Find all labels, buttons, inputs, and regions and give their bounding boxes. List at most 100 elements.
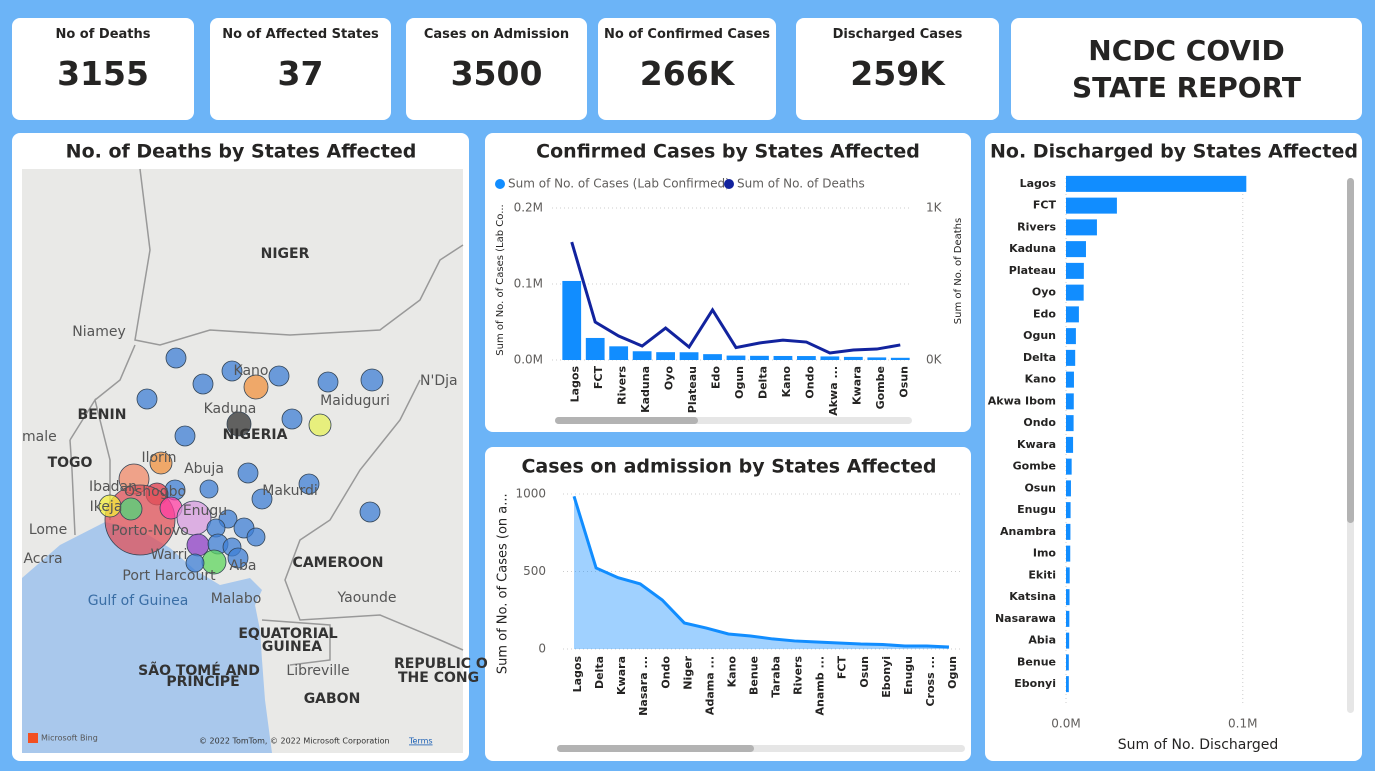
map-label: Accra	[23, 551, 62, 567]
x-tick-label: FCT	[836, 656, 849, 680]
bar	[632, 351, 652, 360]
x-tick-label: Kaduna	[639, 366, 652, 413]
scrollbar-thumb[interactable]	[1347, 178, 1354, 523]
x-tick-label: Edo	[710, 366, 723, 389]
y-tick-label: Rivers	[1017, 220, 1056, 233]
y-axis-title: Sum of No. of Cases (Lab Co...	[495, 204, 506, 355]
y-tick-label: 0.1M	[514, 277, 543, 291]
map-bubble	[185, 553, 205, 573]
y-tick-label: Kaduna	[1009, 242, 1056, 255]
map-attribution: © 2022 TomTom, © 2022 Microsoft Corporat…	[199, 737, 390, 746]
x-tick-label: Osun	[897, 366, 910, 398]
x-tick-label: Plateau	[686, 366, 699, 413]
bar	[773, 355, 793, 360]
y-tick-label: Katsina	[1009, 590, 1056, 603]
bar	[1066, 632, 1070, 649]
map-bubble	[221, 360, 243, 382]
bar	[1066, 393, 1074, 410]
x-tick-label: Delta	[593, 656, 606, 689]
bar	[1066, 458, 1072, 475]
map-bubble	[119, 497, 143, 521]
map-label: CAMEROON	[293, 555, 384, 571]
legend-label: Sum of No. of Deaths	[737, 177, 865, 191]
title-card: NCDC COVID STATE REPORT	[1011, 18, 1362, 120]
kpi-value: 259K	[850, 54, 945, 93]
bar	[1066, 676, 1069, 693]
map-bubble	[298, 473, 320, 495]
y-tick-label: Ebonyi	[1014, 677, 1056, 690]
x-tick-label: Lagos	[571, 656, 584, 693]
bar	[1066, 175, 1247, 192]
x-tick-label: Kano	[780, 366, 793, 398]
map: NIGER Niamey BENIN TOGO male Kano Kaduna…	[22, 168, 488, 753]
map-label: Kano	[234, 363, 269, 379]
x-tick-label: Kwara	[850, 366, 863, 405]
bar	[867, 357, 887, 360]
x-tick-label: Adama ...	[703, 656, 716, 715]
map-bubble	[165, 347, 187, 369]
map-border	[134, 168, 464, 346]
map-label: Yaounde	[336, 590, 396, 606]
map-label: EQUATORIAL	[238, 626, 337, 642]
bar	[1066, 306, 1079, 323]
map-bubble	[246, 527, 266, 547]
y2-tick-label: 1K	[926, 201, 943, 215]
map-label: Niamey	[72, 324, 125, 340]
bar	[1066, 436, 1074, 453]
x-tick-label: Enugu	[902, 656, 915, 695]
map-label: Abuja	[184, 461, 224, 477]
map-label: Porto-Novo	[111, 523, 189, 539]
map-bubble	[174, 425, 196, 447]
map-terms-link[interactable]: Terms	[408, 737, 433, 746]
map-label: male	[22, 429, 57, 445]
y-tick-label: Nasarawa	[995, 612, 1056, 625]
y-tick-label: Plateau	[1009, 264, 1056, 277]
map-border	[69, 398, 111, 520]
bar	[1066, 545, 1071, 562]
map-title: No. of Deaths by States Affected	[66, 141, 417, 163]
map-bubble	[360, 368, 384, 392]
bar	[1066, 371, 1074, 388]
map-bubble	[136, 388, 158, 410]
x-tick-label: Anamb ...	[814, 656, 827, 715]
x-tick-label: Benue	[747, 656, 760, 695]
map-label: SÃO TOMÉ AND	[138, 662, 260, 679]
bar	[1066, 502, 1071, 519]
kpi-label: No of Deaths	[55, 27, 151, 42]
x-tick-label: Gombe	[874, 366, 887, 409]
map-label: Makurdi	[262, 483, 318, 499]
map-bubble	[268, 365, 290, 387]
bar	[1066, 262, 1084, 279]
y-tick-label: Gombe	[1013, 460, 1056, 473]
map-label: Port Harcourt	[122, 568, 216, 584]
x-tick-label: Ebonyi	[880, 656, 893, 698]
map-label: Libreville	[286, 663, 349, 679]
x-axis-title: Sum of No. Discharged	[1118, 737, 1279, 753]
scrollbar-thumb[interactable]	[555, 417, 698, 424]
bar	[656, 352, 675, 360]
map-sea	[22, 522, 272, 753]
map-label: BENIN	[78, 407, 127, 423]
map-border	[284, 379, 464, 651]
kpi-label: No of Confirmed Cases	[603, 27, 771, 42]
x-tick-label: Kano	[725, 656, 738, 688]
map-label: REPUBLIC O	[394, 656, 488, 672]
chart-title: No. Discharged by States Affected	[990, 141, 1358, 163]
y-tick-label: Delta	[1023, 351, 1056, 364]
x-tick-label: Nasara ...	[637, 656, 650, 716]
map-bubble	[308, 413, 332, 437]
x-tick-label: Ondo	[803, 366, 816, 399]
map-bubble	[227, 547, 249, 569]
chart-title: Cases on admission by States Affected	[521, 456, 936, 478]
line	[572, 495, 950, 649]
map-label: Lome	[29, 522, 67, 538]
map-border	[69, 439, 76, 536]
bar	[820, 356, 840, 360]
kpi-card: No of Affected States 37	[210, 18, 391, 120]
bar	[1066, 654, 1069, 671]
map-bubble	[149, 451, 173, 475]
report-title: NCDC COVID STATE REPORT	[1072, 34, 1301, 104]
scrollbar-thumb[interactable]	[557, 745, 754, 752]
map-bubble	[186, 533, 210, 557]
map-label: Maiduguri	[320, 393, 390, 409]
